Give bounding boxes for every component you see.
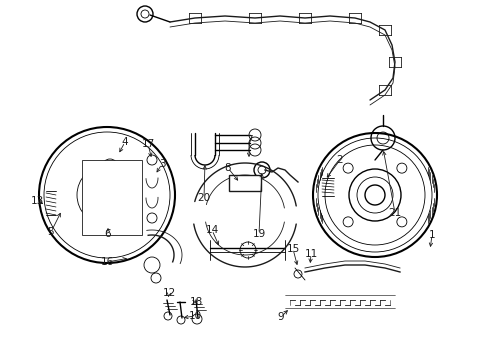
Text: 13: 13 xyxy=(30,196,43,206)
Text: 3: 3 xyxy=(159,159,165,169)
Text: 15: 15 xyxy=(286,244,299,254)
Polygon shape xyxy=(82,160,142,235)
Text: 20: 20 xyxy=(197,193,210,203)
Text: 6: 6 xyxy=(104,229,111,239)
Text: 1: 1 xyxy=(428,230,434,240)
Text: 18: 18 xyxy=(189,297,202,307)
Text: 11: 11 xyxy=(304,249,317,259)
Text: 16: 16 xyxy=(100,257,113,267)
Text: 17: 17 xyxy=(141,139,154,149)
Text: 21: 21 xyxy=(387,208,401,218)
Text: 8: 8 xyxy=(224,163,231,173)
Bar xyxy=(228,175,261,191)
Text: 7: 7 xyxy=(245,135,252,145)
Text: 10: 10 xyxy=(188,311,201,321)
Text: 4: 4 xyxy=(122,137,128,147)
Text: 9: 9 xyxy=(277,312,284,322)
Text: 5: 5 xyxy=(48,227,54,237)
Text: 14: 14 xyxy=(205,225,218,235)
Text: 2: 2 xyxy=(336,155,343,165)
Text: 12: 12 xyxy=(162,288,175,298)
Text: 19: 19 xyxy=(252,229,265,239)
